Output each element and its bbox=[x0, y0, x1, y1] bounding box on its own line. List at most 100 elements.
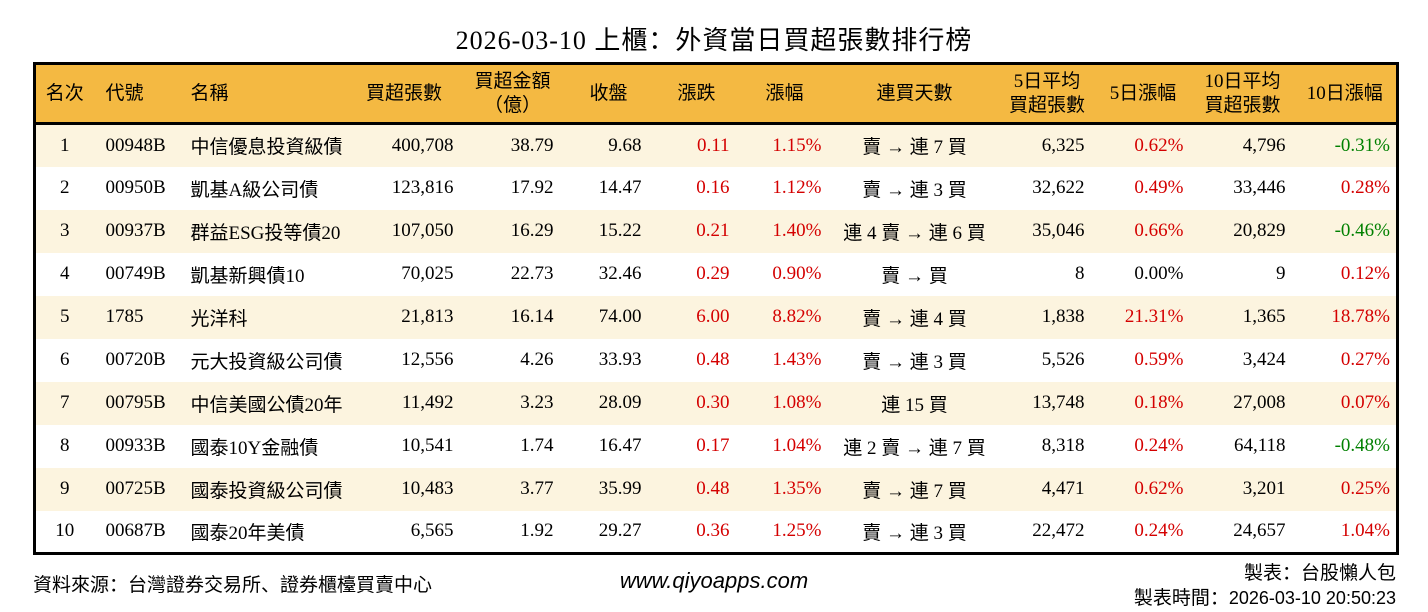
cell-pct10: 1.04% bbox=[1340, 520, 1390, 542]
cell-rank: 4 bbox=[60, 263, 70, 284]
cell-pct5: 0.62% bbox=[1134, 134, 1184, 156]
cell-change: 0.21 bbox=[696, 220, 730, 241]
cell-avg10: 3,201 bbox=[1242, 478, 1286, 499]
table-row: 3 00937B 群益ESG投等債20 107,050 16.29 15.22 0.21 1.… bbox=[34, 209, 1398, 253]
cell-streak: 連 4 賣 → 連 6 買 bbox=[843, 222, 986, 244]
cell-amount: 1.92 bbox=[520, 520, 554, 542]
cell-change-pct: 1.25% bbox=[772, 520, 822, 542]
column-header-code: 代號 bbox=[93, 63, 177, 125]
cell-name: 凱基新興債10 bbox=[190, 265, 305, 287]
cell-avg5: 8,318 bbox=[1041, 435, 1085, 456]
cell-pct5: 0.00% bbox=[1134, 263, 1184, 284]
cell-code: 00950B bbox=[105, 177, 166, 198]
cell-volume: 123,816 bbox=[391, 177, 454, 198]
cell-volume: 400,708 bbox=[391, 134, 454, 156]
cell-name: 群益ESG投等債20 bbox=[190, 222, 341, 244]
cell-pct10: -0.31% bbox=[1334, 134, 1390, 156]
cell-change-pct: 1.35% bbox=[772, 478, 822, 499]
cell-pct10: 0.28% bbox=[1340, 177, 1390, 198]
table-header: 名次 代號 名稱 買超張數 買超金額 （億） 收盤 漲跌 漲幅 連買天數 5日平均 買超張數 5日漲幅 1… bbox=[34, 63, 1398, 125]
table-row: 4 00749B 凱基新興債10 70,025 22.73 32.46 0.29 0.90% 賣… bbox=[34, 252, 1398, 296]
cell-avg5: 4,471 bbox=[1041, 478, 1085, 499]
cell-avg5: 5,526 bbox=[1041, 349, 1085, 370]
cell-pct10: 0.12% bbox=[1340, 263, 1390, 284]
cell-pct5: 0.18% bbox=[1134, 392, 1184, 413]
page-title: 2026-03-10 上櫃：外資當日買超張數排行榜 bbox=[455, 26, 973, 55]
cell-avg10: 20,829 bbox=[1233, 220, 1286, 241]
cell-avg5: 22,472 bbox=[1032, 520, 1085, 542]
cell-pct5: 21.31% bbox=[1124, 306, 1184, 327]
cell-code: 00795B bbox=[105, 392, 166, 413]
cell-name: 元大投資級公司債 bbox=[190, 351, 343, 373]
column-header-close: 收盤 bbox=[563, 63, 654, 125]
table-row: 9 00725B 國泰投資級公司債 10,483 3.77 35.99 0.48 1.35% 賣… bbox=[34, 467, 1398, 511]
cell-streak: 連 15 買 bbox=[881, 394, 948, 416]
table-row: 6 00720B 元大投資級公司債 12,556 4.26 33.93 0.48 1.43% 賣… bbox=[34, 338, 1398, 382]
cell-pct10: 0.27% bbox=[1340, 349, 1390, 370]
cell-streak: 賣 → 連 7 買 bbox=[862, 480, 967, 502]
table-row: 2 00950B 凱基A級公司債 123,816 17.92 14.47 0.16 1.12%… bbox=[34, 166, 1398, 210]
cell-change: 0.16 bbox=[696, 177, 730, 198]
footer-made-by: 製表：台股懶人包 bbox=[1243, 563, 1396, 584]
column-header-streak: 連買天數 bbox=[829, 63, 1000, 125]
cell-change: 0.29 bbox=[696, 263, 730, 284]
cell-avg10: 4,796 bbox=[1242, 134, 1286, 156]
cell-pct5: 0.62% bbox=[1134, 478, 1184, 499]
cell-rank: 6 bbox=[60, 349, 70, 370]
cell-pct5: 0.24% bbox=[1134, 520, 1184, 542]
footer-credits: 製表：台股懶人包 製表時間：2026-03-10 20:50:23 bbox=[1134, 561, 1396, 611]
cell-close: 29.27 bbox=[598, 520, 642, 542]
cell-volume: 21,813 bbox=[401, 306, 454, 327]
cell-pct10: 0.07% bbox=[1340, 392, 1390, 413]
cell-code: 00948B bbox=[105, 134, 166, 156]
cell-name: 國泰20年美債 bbox=[190, 522, 305, 544]
cell-amount: 3.77 bbox=[520, 478, 554, 499]
cell-name: 中信優息投資級債 bbox=[190, 137, 343, 159]
cell-streak: 連 2 賣 → 連 7 買 bbox=[843, 437, 986, 459]
footer-website: www.qiyoapps.com bbox=[619, 568, 809, 593]
cell-name: 光洋科 bbox=[190, 308, 248, 330]
cell-streak: 賣 → 連 4 買 bbox=[862, 308, 967, 330]
cell-close: 32.46 bbox=[598, 263, 642, 284]
cell-pct5: 0.66% bbox=[1134, 220, 1184, 241]
cell-amount: 3.23 bbox=[520, 392, 554, 413]
cell-volume: 10,541 bbox=[401, 435, 454, 456]
table-row: 7 00795B 中信美國公債20年 11,492 3.23 28.09 0.30 1.08%… bbox=[34, 381, 1398, 425]
cell-change-pct: 1.43% bbox=[772, 349, 822, 370]
cell-change: 6.00 bbox=[696, 306, 730, 327]
cell-pct5: 0.24% bbox=[1134, 435, 1184, 456]
cell-volume: 70,025 bbox=[401, 263, 454, 284]
cell-code: 00749B bbox=[105, 263, 166, 284]
cell-avg10: 24,657 bbox=[1233, 520, 1286, 542]
cell-amount: 4.26 bbox=[520, 349, 554, 370]
cell-pct10: 0.25% bbox=[1340, 478, 1390, 499]
cell-rank: 10 bbox=[55, 520, 75, 542]
column-header-name: 名稱 bbox=[176, 63, 347, 125]
table-row: 5 1785 光洋科 21,813 16.14 74.00 6.00 8.82% 賣 → 連 4… bbox=[34, 295, 1398, 339]
cell-avg10: 33,446 bbox=[1233, 177, 1286, 198]
cell-change-pct: 1.04% bbox=[772, 435, 822, 456]
cell-amount: 1.74 bbox=[520, 435, 554, 456]
cell-amount: 16.29 bbox=[510, 220, 554, 241]
cell-close: 9.68 bbox=[608, 134, 642, 156]
cell-change-pct: 1.40% bbox=[772, 220, 822, 241]
cell-change-pct: 1.15% bbox=[772, 134, 822, 156]
cell-avg10: 1,365 bbox=[1242, 306, 1286, 327]
footer-timestamp-value: 2026-03-10 20:50:23 bbox=[1228, 588, 1396, 608]
cell-name: 中信美國公債20年 bbox=[190, 394, 343, 416]
cell-rank: 3 bbox=[60, 220, 70, 241]
cell-code: 00937B bbox=[105, 220, 166, 241]
cell-rank: 7 bbox=[60, 392, 70, 413]
table-body: 1 00948B 中信優息投資級債 400,708 38.79 9.68 0.11 1.15%… bbox=[34, 123, 1398, 554]
cell-pct5: 0.49% bbox=[1134, 177, 1184, 198]
cell-rank: 8 bbox=[60, 435, 70, 456]
footer-timestamp: 製表時間：2026-03-10 20:50:23 bbox=[1134, 586, 1396, 611]
cell-volume: 12,556 bbox=[401, 349, 454, 370]
cell-volume: 11,492 bbox=[401, 392, 454, 413]
cell-pct10: 18.78% bbox=[1331, 306, 1390, 327]
cell-change: 0.11 bbox=[696, 134, 730, 156]
cell-amount: 16.14 bbox=[510, 306, 554, 327]
cell-avg10: 27,008 bbox=[1233, 392, 1286, 413]
cell-streak: 賣 → 連 3 買 bbox=[862, 522, 967, 544]
cell-name: 國泰10Y金融債 bbox=[190, 437, 319, 459]
